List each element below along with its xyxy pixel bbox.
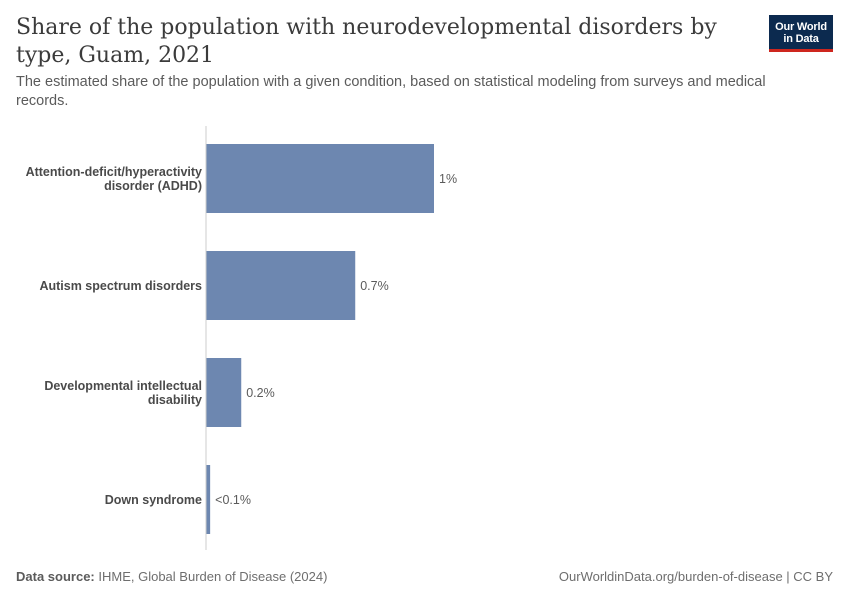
category-label-2-line-1: disability: [148, 393, 202, 407]
chart-title: Share of the population with neurodevelo…: [16, 15, 717, 68]
value-label-1: 0.7%: [360, 279, 389, 293]
category-label-0: Attention-deficit/hyperactivity disorder …: [26, 165, 202, 193]
chart-subtitle: The estimated share of the population wi…: [16, 74, 766, 109]
category-label-0-line-1: disorder (ADHD): [104, 179, 202, 193]
value-label-3: <0.1%: [215, 493, 251, 507]
data-source-text[interactable]: IHME, Global Burden of Disease (2024): [98, 569, 328, 584]
license-link[interactable]: OurWorldinData.org/burden-of-disease | C…: [558, 569, 833, 584]
owid-logo[interactable]: Our World in Data: [769, 15, 833, 52]
category-label-3-line-0: Down syndrome: [105, 493, 202, 507]
data-source: Data source: IHME, Global Burden of Dise…: [16, 569, 327, 584]
logo-line-1: Our World: [775, 21, 827, 33]
bar-2[interactable]: [206, 358, 242, 427]
category-label-0-line-0: Attention-deficit/hyperactivity: [26, 165, 202, 179]
category-label-1: Autism spectrum disorders: [39, 279, 202, 293]
category-label-1-line-0: Autism spectrum disorders: [39, 279, 202, 293]
data-source-label: Data source:: [16, 569, 95, 584]
category-label-3: Down syndrome: [105, 493, 202, 507]
bar-3[interactable]: [206, 465, 211, 534]
bar-0[interactable]: [206, 144, 434, 213]
value-label-2: 0.2%: [246, 386, 275, 400]
bar-1[interactable]: [206, 251, 356, 320]
category-label-2: Developmental intellectual disability: [44, 379, 202, 407]
value-label-0: 1%: [439, 172, 457, 186]
category-label-2-line-0: Developmental intellectual: [44, 379, 202, 393]
logo-line-2: in Data: [783, 33, 819, 45]
